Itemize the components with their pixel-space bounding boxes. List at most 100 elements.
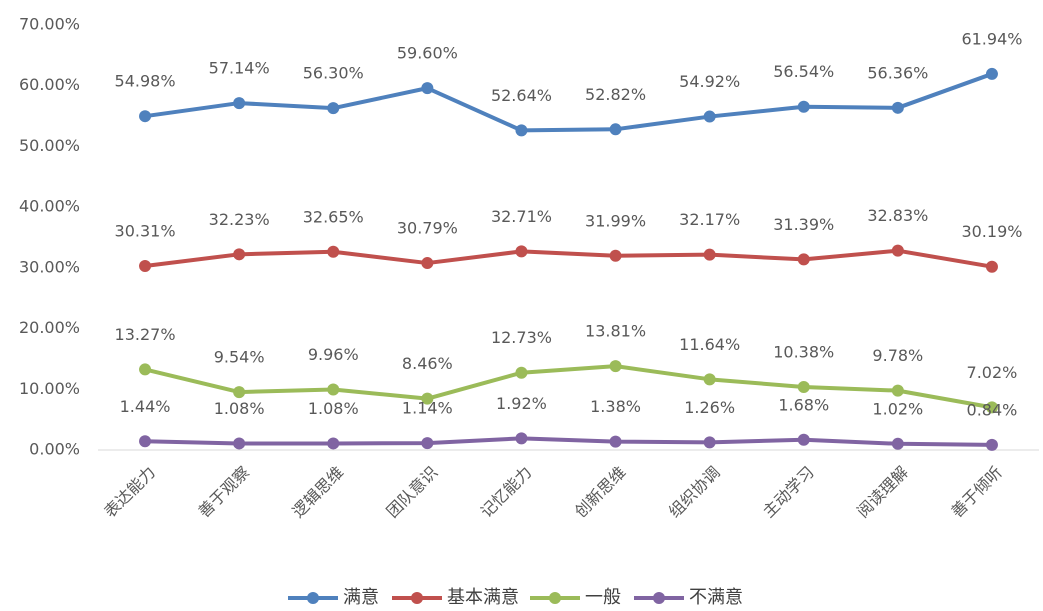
data-point — [515, 245, 528, 258]
data-point — [703, 436, 716, 449]
data-label: 9.54% — [214, 348, 265, 367]
data-label: 1.92% — [496, 394, 547, 413]
series-line — [144, 248, 993, 269]
data-point — [985, 260, 998, 273]
data-label: 1.68% — [778, 395, 829, 414]
data-label: 32.83% — [867, 206, 928, 225]
data-point — [421, 82, 434, 95]
x-tick-label: 善于倾听 — [947, 463, 1006, 522]
data-point — [515, 432, 528, 445]
data-label: 32.23% — [209, 210, 270, 229]
data-point — [609, 435, 622, 448]
data-point — [985, 401, 998, 414]
data-label: 10.38% — [773, 342, 834, 361]
data-label: 56.30% — [303, 64, 364, 83]
x-tick-label: 记忆能力 — [477, 463, 536, 522]
data-point — [609, 123, 622, 136]
data-point — [891, 437, 904, 450]
data-point — [233, 386, 246, 399]
data-label: 1.26% — [684, 398, 735, 417]
data-label: 30.31% — [115, 221, 176, 240]
data-point — [233, 248, 246, 261]
data-point — [421, 257, 434, 270]
data-label: 56.36% — [867, 63, 928, 82]
x-tick-label: 逻辑思维 — [289, 463, 348, 522]
data-point — [327, 245, 340, 258]
data-label: 32.71% — [491, 207, 552, 226]
x-tick-label: 组织协调 — [665, 463, 724, 522]
data-label: 12.73% — [491, 328, 552, 347]
legend-marker — [411, 592, 423, 604]
data-label: 13.81% — [585, 322, 646, 341]
data-point — [985, 438, 998, 451]
data-label: 30.79% — [397, 219, 458, 238]
data-label: 1.02% — [872, 399, 923, 418]
data-label: 32.17% — [679, 210, 740, 229]
legend-label: 基本满意 — [447, 587, 519, 608]
series-line — [144, 72, 993, 133]
data-point — [421, 392, 434, 405]
series-line — [145, 436, 992, 447]
data-label: 59.60% — [397, 44, 458, 63]
data-label: 7.02% — [967, 363, 1018, 382]
x-tick-label: 创新思维 — [571, 463, 630, 522]
data-label: 0.84% — [967, 400, 1018, 419]
data-label: 31.39% — [773, 215, 834, 234]
y-tick-label: 50.00% — [19, 136, 80, 155]
y-tick-label: 30.00% — [19, 257, 80, 276]
y-tick-label: 20.00% — [19, 318, 80, 337]
x-tick-label: 团队意识 — [383, 463, 442, 522]
x-tick-label: 主动学习 — [759, 463, 818, 522]
data-point — [891, 384, 904, 397]
data-point — [609, 360, 622, 373]
data-label: 54.92% — [679, 72, 740, 91]
legend-marker — [549, 592, 561, 604]
legend-item: 一般 — [530, 587, 621, 608]
data-label: 1.08% — [308, 399, 359, 418]
data-label: 52.64% — [491, 86, 552, 105]
data-label: 1.44% — [120, 397, 171, 416]
data-point — [797, 433, 810, 446]
y-tick-label: 60.00% — [19, 75, 80, 94]
y-tick-label: 70.00% — [19, 15, 80, 34]
data-label: 13.27% — [115, 325, 176, 344]
data-label: 9.78% — [872, 346, 923, 365]
data-label: 57.14% — [209, 59, 270, 78]
data-point — [703, 373, 716, 386]
data-label: 31.99% — [585, 211, 646, 230]
data-point — [233, 97, 246, 110]
legend-label: 不满意 — [689, 587, 743, 608]
data-point — [703, 110, 716, 123]
legend-label: 一般 — [585, 587, 621, 608]
data-point — [609, 249, 622, 262]
y-tick-label: 0.00% — [29, 440, 80, 459]
data-label: 11.64% — [679, 335, 740, 354]
legend-item: 基本满意 — [392, 587, 519, 608]
data-point — [327, 437, 340, 450]
y-tick-label: 40.00% — [19, 197, 80, 216]
data-point — [327, 102, 340, 115]
data-label: 30.19% — [961, 222, 1022, 241]
data-point — [139, 435, 152, 448]
data-point — [891, 244, 904, 257]
legend-item: 满意 — [288, 587, 379, 608]
data-label: 54.98% — [115, 72, 176, 91]
data-point — [139, 259, 152, 272]
data-point — [515, 124, 528, 137]
data-point — [515, 366, 528, 379]
data-label: 8.46% — [402, 354, 453, 373]
data-label: 32.65% — [303, 207, 364, 226]
x-tick-label: 善于观察 — [194, 463, 253, 522]
legend-item: 不满意 — [634, 587, 743, 608]
data-point — [797, 253, 810, 266]
data-point — [327, 383, 340, 396]
data-point — [797, 100, 810, 113]
legend-marker — [307, 592, 319, 604]
data-point — [985, 67, 998, 80]
x-tick-label: 阅读理解 — [853, 463, 912, 522]
data-point — [421, 437, 434, 450]
series-line — [144, 364, 993, 410]
data-label: 52.82% — [585, 85, 646, 104]
legend-label: 满意 — [343, 587, 379, 608]
